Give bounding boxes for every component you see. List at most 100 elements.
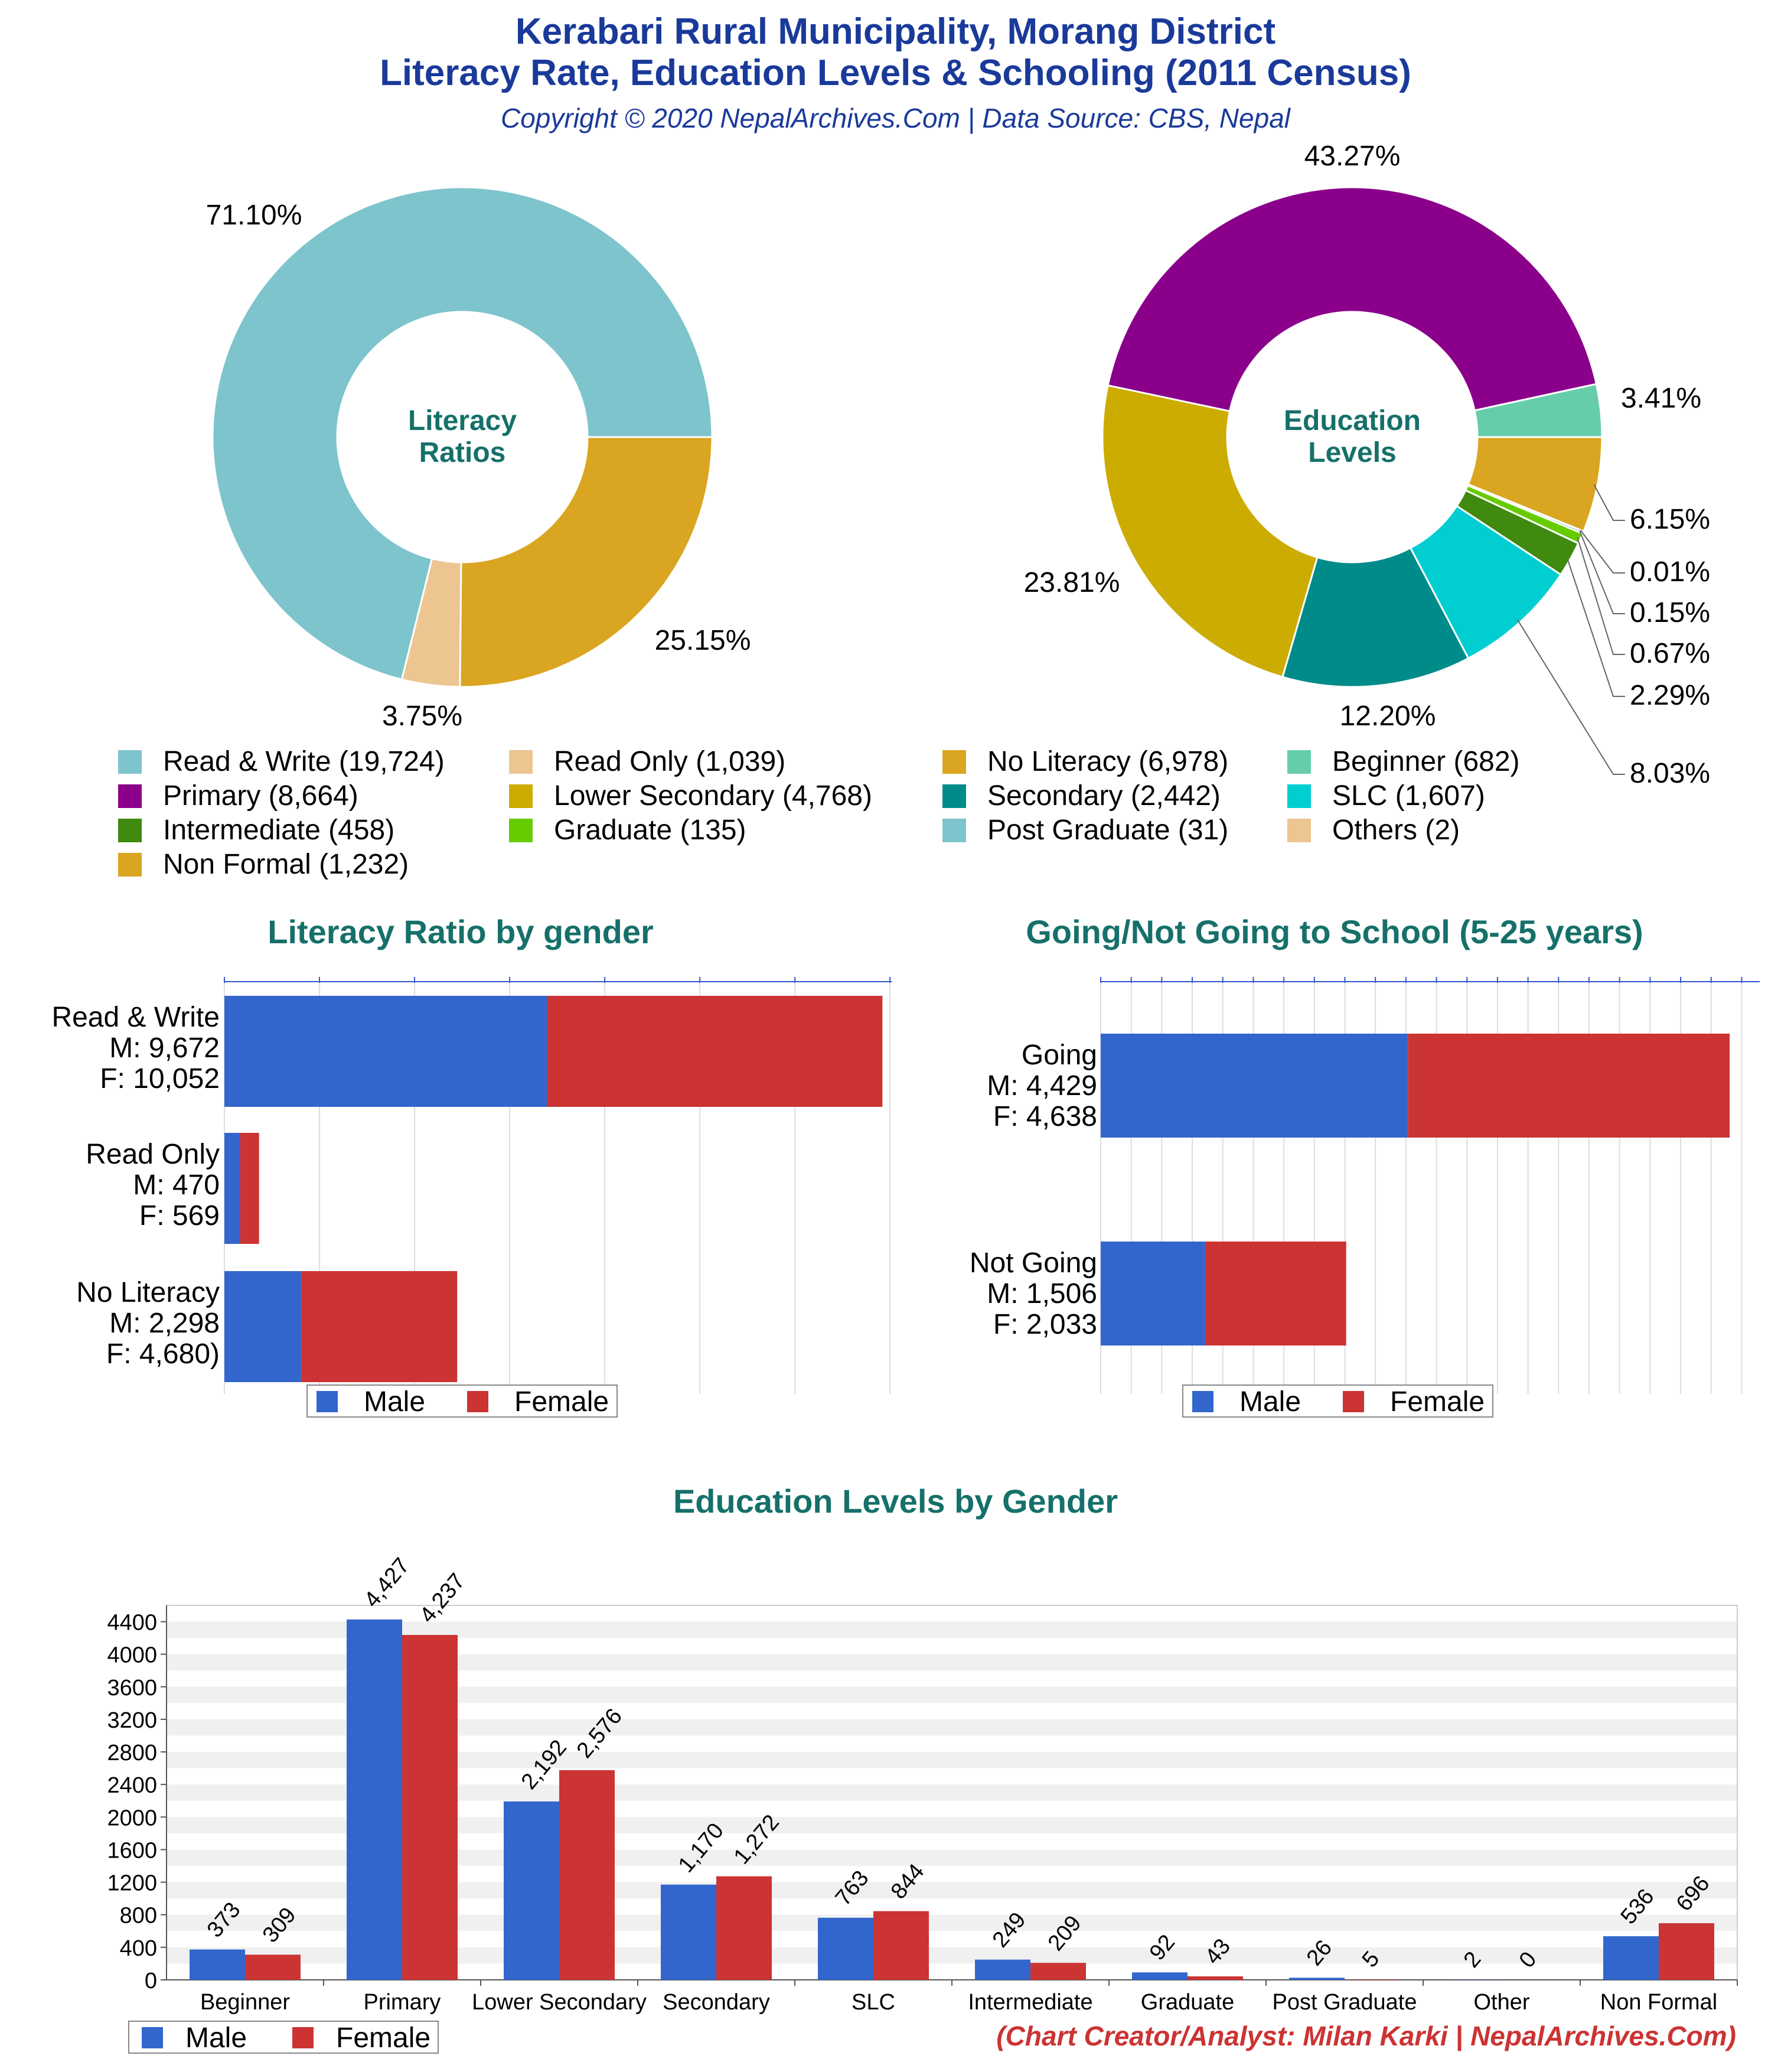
data-label-male-primary: 4,427 (360, 1553, 415, 1612)
education-levels-slices (1101, 186, 1603, 688)
bar-female-graduate (1188, 1976, 1243, 1980)
data-label-male-other: 2 (1459, 1947, 1486, 1972)
pct-label-read-only: 3.75% (382, 701, 462, 732)
school-going-bar-female-not-going (1205, 1242, 1346, 1346)
bar-male-slc (818, 1917, 873, 1980)
pct-label-graduate: 0.67% (1630, 638, 1710, 669)
donut-center-label-line2: Ratios (419, 437, 506, 468)
legend-swatch-beginner (1287, 750, 1311, 774)
slice-read-write (211, 186, 713, 681)
slice-primary (1107, 186, 1598, 412)
plot-band (167, 1914, 1737, 1931)
legend-swatch-graduate (509, 819, 533, 842)
data-label-female-slc: 844 (886, 1859, 929, 1904)
plot-band (167, 1719, 1737, 1736)
legend-swatch-slc (1287, 784, 1311, 808)
y-tick-label: 4400 (107, 1611, 157, 1636)
data-label-female-post-graduate: 5 (1358, 1947, 1385, 1972)
school-going-category-label: M: 4,429 (987, 1070, 1097, 1102)
legend-swatch-lower-secondary (509, 784, 533, 808)
literacy-gender-legend-label-female: Female (514, 1386, 609, 1418)
literacy-gender-category-label: Read Only (86, 1139, 220, 1170)
x-tick-label-graduate: Graduate (1141, 1990, 1234, 2015)
bar-female-beginner (245, 1954, 301, 1980)
education-gender-legend-swatch-female (292, 2027, 314, 2048)
plot-band (167, 1621, 1737, 1638)
legend-label-primary: Primary (8,664) (163, 780, 358, 812)
data-label-female-primary: 4,237 (415, 1569, 470, 1628)
literacy-gender-bar-male-no-literacy (224, 1271, 301, 1382)
x-tick-label-other: Other (1473, 1990, 1529, 2015)
data-label-female-intermediate: 209 (1043, 1911, 1087, 1956)
bar-female-lower-secondary (559, 1770, 615, 1980)
legend-label-post-graduate: Post Graduate (31) (987, 815, 1228, 846)
legend-swatch-read-write (118, 750, 142, 774)
y-tick-label: 3200 (107, 1708, 157, 1733)
donut-center-label-line1: Education (1284, 405, 1421, 436)
plot-band (167, 1654, 1737, 1671)
data-label-female-other: 0 (1515, 1947, 1542, 1973)
legend-label-beginner: Beginner (682) (1332, 746, 1520, 777)
literacy-gender-category-label: M: 470 (133, 1169, 220, 1201)
plot-band (167, 1752, 1737, 1768)
x-tick-label-intermediate: Intermediate (968, 1990, 1092, 2015)
copyright-line: Copyright © 2020 NepalArchives.Com | Dat… (500, 103, 1290, 133)
slice-no-literacy (459, 436, 713, 688)
bar-male-lower-secondary (504, 1801, 559, 1980)
x-tick-label-slc: SLC (852, 1990, 895, 2015)
legend-label-read-only: Read Only (1,039) (554, 746, 785, 777)
pct-label-intermediate: 2.29% (1630, 680, 1710, 711)
literacy-gender-legend-swatch-female (467, 1391, 488, 1412)
legend-label-others: Others (2) (1332, 815, 1460, 846)
page-title-line2: Literacy Rate, Education Levels & School… (380, 53, 1411, 93)
x-tick-label-secondary: Secondary (663, 1990, 770, 2015)
literacy-gender-legend-box (306, 1384, 618, 1418)
pct-label-non-formal: 6.15% (1630, 504, 1710, 535)
literacy-gender-bar-female-read-write (547, 996, 883, 1107)
data-label-female-secondary: 1,272 (729, 1810, 784, 1869)
x-tick-label-post-graduate: Post Graduate (1272, 1990, 1417, 2015)
leader-line-graduate (1577, 537, 1625, 655)
bar-male-graduate (1132, 1972, 1188, 1980)
data-label-female-non-formal: 696 (1672, 1871, 1715, 1916)
education-gender-legend-label-male: Male (185, 2022, 247, 2054)
y-tick-label: 800 (120, 1904, 157, 1928)
data-label-male-post-graduate: 26 (1302, 1936, 1337, 1970)
data-label-female-lower-secondary: 2,576 (572, 1704, 627, 1763)
legend-label-intermediate: Intermediate (458) (163, 815, 394, 846)
literacy-gender-bar-female-no-literacy (301, 1271, 458, 1382)
education-gender-legend-swatch-male (142, 2027, 163, 2048)
school-going-bar-male-going (1101, 1034, 1408, 1138)
pct-label-post-graduate: 0.15% (1630, 597, 1710, 628)
plot-band (167, 1947, 1737, 1964)
bar-male-secondary (661, 1884, 716, 1980)
leader-line-others (1580, 529, 1625, 574)
school-going-title: Going/Not Going to School (5-25 years) (1026, 913, 1643, 950)
school-going-category-label: F: 2,033 (993, 1309, 1097, 1340)
literacy-gender-legend-label-male: Male (364, 1386, 425, 1418)
school-going-category-label: F: 4,638 (993, 1101, 1097, 1132)
slice-beginner (1473, 383, 1603, 438)
literacy-gender-bar-male-read-write (224, 996, 547, 1107)
slice-secondary (1281, 546, 1470, 688)
literacy-ratios-slices (211, 186, 713, 688)
bar-female-secondary (716, 1876, 772, 1980)
bar-female-post-graduate (1345, 1979, 1400, 1980)
slice-others (1467, 483, 1585, 533)
donut-center-label-line2: Levels (1308, 437, 1396, 468)
data-label-male-non-formal: 536 (1616, 1884, 1659, 1929)
slice-read-only (400, 557, 462, 688)
school-going-legend-swatch-female (1343, 1391, 1364, 1412)
y-tick-label: 1200 (107, 1871, 157, 1896)
literacy-gender-category-label: Read & Write (51, 1002, 220, 1033)
school-going-legend-label-female: Female (1390, 1386, 1485, 1418)
plot-band (167, 1784, 1737, 1801)
bar-female-intermediate (1030, 1963, 1086, 1980)
school-going-category-label: Not Going (970, 1247, 1097, 1279)
donut-legend: Read & Write (19,724) Read Only (1,039) No… (118, 746, 1520, 880)
data-label-female-beginner: 309 (258, 1903, 301, 1948)
slice-post-graduate (1466, 483, 1585, 535)
slice-non-formal (1467, 436, 1603, 533)
x-tick-label-beginner: Beginner (200, 1990, 290, 2015)
